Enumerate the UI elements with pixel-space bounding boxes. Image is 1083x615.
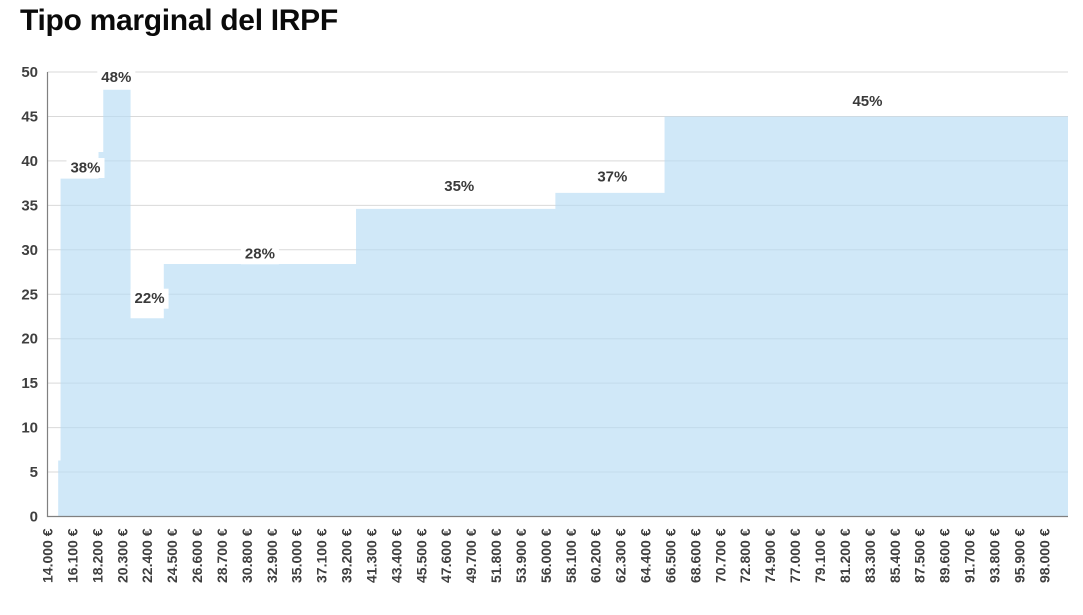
x-tick-label: 22.400 € <box>139 528 155 583</box>
x-tick-label: 70.700 € <box>712 528 728 583</box>
x-tick-label: 49.700 € <box>463 528 479 583</box>
data-label-bg <box>848 91 887 112</box>
x-tick-label: 20.300 € <box>114 528 130 583</box>
x-tick-label: 47.600 € <box>438 528 454 583</box>
data-label: 22% <box>135 290 165 307</box>
y-tick-label: 20 <box>21 331 38 348</box>
x-tick-label: 53.900 € <box>513 528 529 583</box>
data-label: 38% <box>70 160 100 177</box>
x-tick-label: 26.600 € <box>189 528 205 583</box>
x-tick-label: 72.800 € <box>737 528 753 583</box>
y-tick-label: 45 <box>21 108 38 125</box>
x-tick-label: 87.500 € <box>912 528 928 583</box>
x-tick-label: 68.600 € <box>687 528 703 583</box>
x-tick-label: 83.300 € <box>862 528 878 583</box>
x-tick-label: 64.400 € <box>638 528 654 583</box>
x-tick-label: 66.500 € <box>662 528 678 583</box>
data-label-bg <box>440 176 479 197</box>
x-tick-label: 30.800 € <box>239 528 255 583</box>
x-tick-label: 14.000 € <box>40 528 56 583</box>
x-tick-label: 58.100 € <box>563 528 579 583</box>
x-tick-label: 43.400 € <box>388 528 404 583</box>
y-tick-label: 10 <box>21 420 38 437</box>
x-tick-label: 39.200 € <box>339 528 355 583</box>
x-tick-label: 18.200 € <box>89 528 105 583</box>
x-tick-label: 79.100 € <box>812 528 828 583</box>
data-label-bg <box>240 244 279 265</box>
x-tick-label: 41.300 € <box>363 528 379 583</box>
x-tick-label: 77.000 € <box>787 528 803 583</box>
x-tick-label: 56.000 € <box>538 528 554 583</box>
data-label-bg <box>130 288 169 309</box>
x-tick-label: 91.700 € <box>962 528 978 583</box>
y-tick-label: 30 <box>21 242 38 259</box>
y-tick-label: 5 <box>30 464 38 481</box>
x-tick-label: 51.800 € <box>488 528 504 583</box>
x-tick-label: 16.100 € <box>64 528 80 583</box>
x-tick-label: 85.400 € <box>887 528 903 583</box>
data-label-bg <box>593 166 632 187</box>
x-tick-label: 60.200 € <box>588 528 604 583</box>
data-label: 28% <box>245 246 275 263</box>
x-tick-label: 95.900 € <box>1011 528 1027 583</box>
x-tick-label: 81.200 € <box>837 528 853 583</box>
area-series <box>47 89 1068 517</box>
x-tick-label: 98.000 € <box>1036 528 1052 583</box>
chart-title: Tipo marginal del IRPF <box>20 4 338 37</box>
y-tick-label: 15 <box>21 375 38 392</box>
x-tick-label: 24.500 € <box>164 528 180 583</box>
x-tick-label: 32.900 € <box>264 528 280 583</box>
x-tick-label: 62.300 € <box>613 528 629 583</box>
x-tick-label: 93.800 € <box>986 528 1002 583</box>
y-tick-label: 35 <box>21 197 38 214</box>
x-tick-label: 45.500 € <box>413 528 429 583</box>
x-tick-label: 28.700 € <box>214 528 230 583</box>
y-tick-label: 40 <box>21 153 38 170</box>
y-tick-label: 25 <box>21 286 38 303</box>
data-label: 37% <box>597 168 627 185</box>
x-tick-label: 37.100 € <box>314 528 330 583</box>
data-label: 35% <box>444 178 474 195</box>
x-tick-label: 89.600 € <box>937 528 953 583</box>
y-tick-label: 50 <box>21 64 38 81</box>
data-label: 45% <box>852 93 882 110</box>
data-label-bg <box>97 67 136 88</box>
x-tick-label: 35.000 € <box>289 528 305 583</box>
data-label: 48% <box>101 69 131 86</box>
data-label-bg <box>66 158 105 179</box>
y-tick-label: 0 <box>30 509 38 526</box>
x-tick-label: 74.900 € <box>762 528 778 583</box>
